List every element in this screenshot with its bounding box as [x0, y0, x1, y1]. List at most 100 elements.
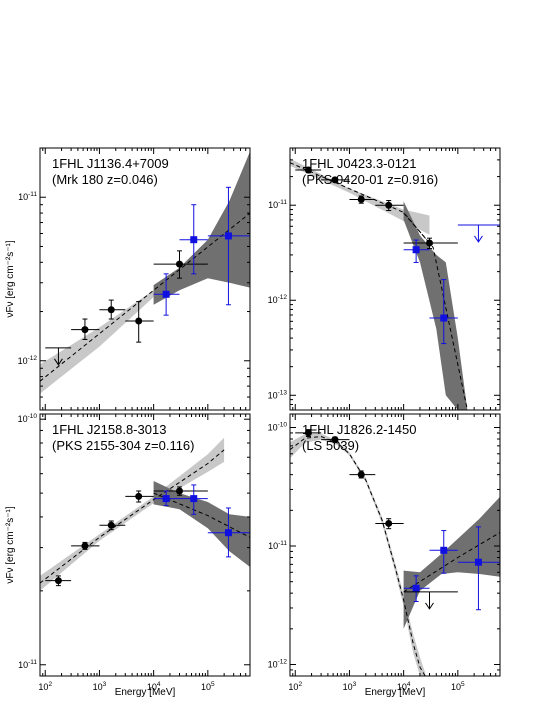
- marker: [412, 246, 420, 254]
- data-point-circle: [321, 436, 350, 444]
- marker: [107, 521, 115, 529]
- marker: [135, 317, 143, 325]
- confidence-band-light: [290, 433, 426, 676]
- x-tick-label: 105: [451, 681, 465, 692]
- data-point-circle: [153, 486, 208, 496]
- data-point-square: [403, 575, 430, 603]
- confidence-band-dark: [153, 481, 250, 567]
- x-axis-label: Energy [MeV]: [115, 687, 176, 698]
- data-point-square: [457, 526, 500, 611]
- y-tick-label: 10-11: [268, 540, 287, 551]
- data-point-circle: [45, 575, 72, 587]
- fit-line: [290, 162, 468, 410]
- x-tick-label: 102: [288, 681, 302, 692]
- y-tick-label: 10-12: [268, 294, 288, 305]
- confidence-band-dark: [153, 151, 250, 305]
- marker: [81, 542, 89, 550]
- marker: [385, 201, 393, 209]
- marker: [162, 495, 170, 503]
- data-point-square: [207, 507, 250, 558]
- marker: [175, 260, 183, 268]
- arrow-head: [54, 358, 63, 366]
- marker: [385, 519, 393, 527]
- fit-line: [40, 449, 225, 584]
- marker: [135, 492, 143, 500]
- data-point-circle: [295, 166, 322, 174]
- marker: [357, 195, 365, 203]
- y-axis-label: νFν [erg cm⁻²s⁻¹]: [5, 506, 16, 583]
- x-tick-label: 103: [93, 681, 107, 692]
- marker: [162, 290, 170, 298]
- panel-1: 10-12 10-11 1FHL J1136.4+7009(Mrk 180 z=0.…: [5, 147, 251, 411]
- x-tick-label: 105: [201, 681, 215, 692]
- plot-frame: [289, 147, 501, 411]
- marker: [331, 436, 339, 444]
- x-tick-label: 103: [343, 681, 357, 692]
- y-tick-label: 10-12: [268, 659, 288, 670]
- marker: [304, 166, 312, 174]
- panel-3: 102 103 104 105 10-11 10-10 1FHL J2158.8-3013(…: [5, 413, 251, 698]
- plot-area: [290, 429, 500, 676]
- panel-title: 1FHL J1826.2-1450: [302, 422, 416, 437]
- data-point-square: [153, 273, 180, 316]
- x-tick-label: 104: [147, 681, 161, 692]
- marker: [425, 239, 433, 247]
- plot-area: [40, 151, 250, 394]
- data-point-circle: [321, 176, 350, 184]
- data-point-circle: [375, 200, 404, 211]
- plot-area: [40, 437, 250, 591]
- data-point-square: [153, 490, 180, 507]
- marker: [474, 558, 482, 566]
- panel-title: 1FHL J2158.8-3013: [52, 422, 166, 437]
- data-point-circle: [403, 237, 458, 250]
- data-point-square: [403, 239, 430, 263]
- marker: [357, 471, 365, 479]
- data-point-circle: [99, 299, 126, 320]
- y-tick-label: 10-10: [18, 413, 38, 424]
- x-tick-label: 104: [397, 681, 411, 692]
- marker: [107, 306, 115, 314]
- data-point-square: [429, 279, 458, 345]
- panel-title: 1FHL J1136.4+7009: [52, 156, 169, 171]
- upper-limit-arrow: [45, 347, 72, 366]
- panel-2: 10-13 10-12 10-11 1FHL J0423.3-0121(PKS 042…: [268, 147, 501, 411]
- fit-line: [290, 435, 426, 676]
- marker: [304, 429, 312, 437]
- marker: [190, 495, 198, 503]
- marker: [175, 487, 183, 495]
- panel-subtitle: (Mrk 180 z=0.046): [52, 172, 158, 187]
- upper-limit-arrow: [457, 224, 500, 243]
- fit-line: [403, 532, 500, 593]
- marker: [54, 577, 62, 585]
- x-axis-label: Energy [MeV]: [365, 687, 426, 698]
- x-tick-label: 102: [38, 681, 52, 692]
- data-point-square: [179, 484, 208, 515]
- confidence-band-dark: [403, 201, 468, 410]
- y-tick-label: 10-11: [268, 199, 287, 210]
- plot-area: [290, 158, 500, 410]
- fit-line: [153, 492, 250, 538]
- marker: [412, 584, 420, 592]
- y-tick-label: 10-13: [268, 389, 288, 400]
- marker: [81, 326, 89, 334]
- y-tick-label: 10-11: [18, 191, 37, 202]
- fit-line: [40, 212, 250, 382]
- data-point-circle: [125, 490, 154, 503]
- confidence-band-dark: [403, 496, 500, 629]
- data-point-circle: [99, 520, 126, 531]
- data-point-circle: [295, 429, 322, 437]
- arrow-head: [425, 602, 434, 610]
- marker: [331, 176, 339, 184]
- panel-subtitle: (PKS 0420-01 z=0.916): [302, 172, 438, 187]
- marker: [440, 314, 448, 322]
- upper-limit-arrow: [403, 591, 458, 610]
- y-tick-label: 10-10: [268, 422, 288, 433]
- data-point-circle: [125, 301, 154, 343]
- panel-4: 102 103 104 105 10-12 10-11 10-10 1FHL J1826.2-…: [268, 413, 501, 698]
- panel-subtitle: (LS 5039): [302, 438, 359, 453]
- data-point-circle: [349, 470, 376, 479]
- data-point-circle: [153, 250, 208, 279]
- marker: [224, 232, 232, 240]
- arrow-head: [474, 235, 483, 243]
